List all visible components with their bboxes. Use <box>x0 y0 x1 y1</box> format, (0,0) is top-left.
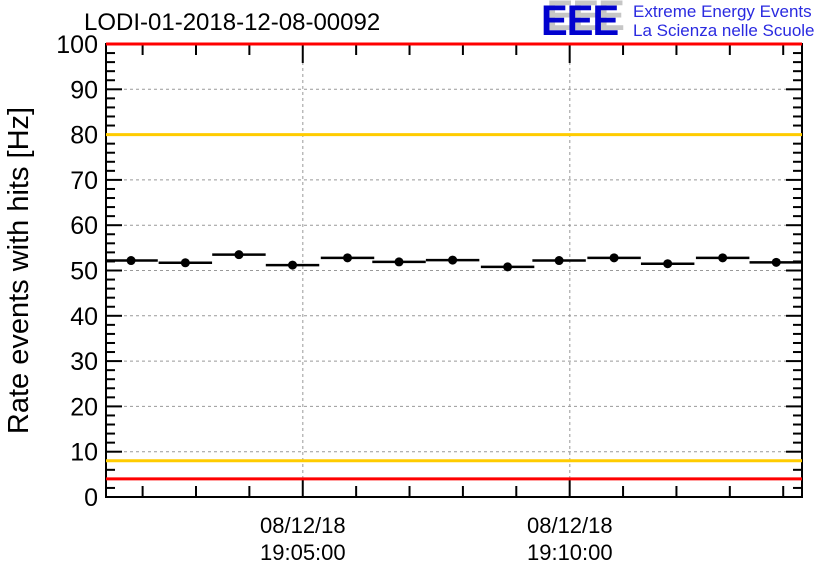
y-tick-label: 90 <box>70 76 98 104</box>
data-point <box>288 260 298 270</box>
data-point <box>126 256 136 266</box>
data-point <box>394 257 404 267</box>
x-tick-label-time: 19:05:00 <box>260 540 346 565</box>
data-point <box>234 250 244 260</box>
data-point <box>503 262 513 272</box>
y-tick-label: 30 <box>70 348 98 376</box>
eee-logo: EEE Extreme Energy Events La Scienza nel… <box>541 0 815 45</box>
eee-logo-acronym: EEE <box>541 0 619 45</box>
y-tick-label: 20 <box>70 393 98 421</box>
eee-logo-subtitle-line1: Extreme Energy Events <box>633 2 812 21</box>
plot-title: LODI-01-2018-12-08-00092 <box>84 9 381 36</box>
y-tick-label: 100 <box>56 31 98 59</box>
data-point <box>771 257 781 267</box>
y-tick-label: 10 <box>70 439 98 467</box>
data-point <box>343 253 353 263</box>
y-tick-label: 0 <box>84 484 98 512</box>
data-point <box>180 258 190 268</box>
y-tick-label: 60 <box>70 212 98 240</box>
x-tick-label-time: 19:10:00 <box>527 540 613 565</box>
x-tick-label-date: 08/12/18 <box>527 513 613 538</box>
y-tick-label: 40 <box>70 303 98 331</box>
eee-logo-subtitle-line2: La Scienza nelle Scuole <box>633 21 815 40</box>
y-tick-label: 80 <box>70 122 98 150</box>
data-point <box>609 253 619 263</box>
y-tick-label: 50 <box>70 258 98 286</box>
data-point <box>718 253 728 263</box>
y-tick-label: 70 <box>70 167 98 195</box>
x-tick-label-date: 08/12/18 <box>260 513 346 538</box>
eee-logo-subtitle: Extreme Energy Events La Scienza nelle S… <box>633 2 814 40</box>
y-axis-title: Rate events with hits [Hz] <box>3 107 35 434</box>
data-point <box>663 259 673 269</box>
data-point <box>448 255 458 265</box>
data-point <box>554 256 564 266</box>
